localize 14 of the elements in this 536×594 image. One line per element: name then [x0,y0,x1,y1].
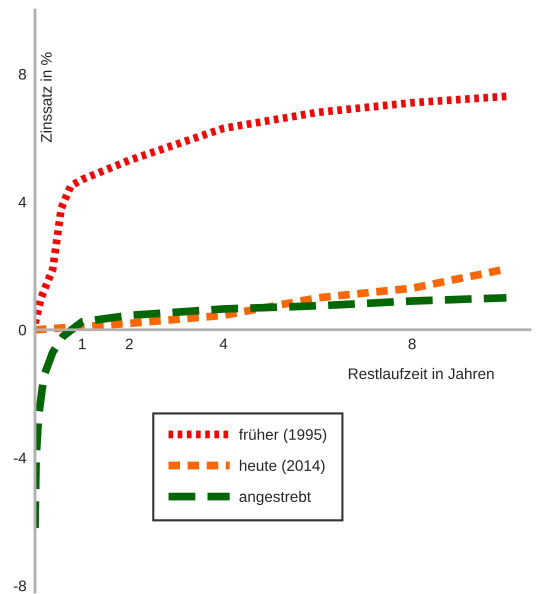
y-tick-label: 0 [18,324,26,336]
legend-label: heute (2014) [240,460,325,474]
x-tick-label: 4 [220,338,228,350]
y-axis-title: Zinssatz in % [40,52,52,142]
y-tick-label: -4 [14,452,26,464]
y-tick-label: 4 [18,196,26,208]
x-tick-label: 8 [408,338,416,350]
legend-label: früher (1995) [239,428,326,443]
legend-label: angestrebt [239,490,311,506]
x-tick-label: 1 [79,338,86,350]
x-axis-title: Restlaufzeit in Jahren [348,368,494,380]
y-tick-label: 8 [18,68,26,80]
y-tick-label: -8 [14,580,26,592]
x-tick-label: 2 [126,338,133,350]
